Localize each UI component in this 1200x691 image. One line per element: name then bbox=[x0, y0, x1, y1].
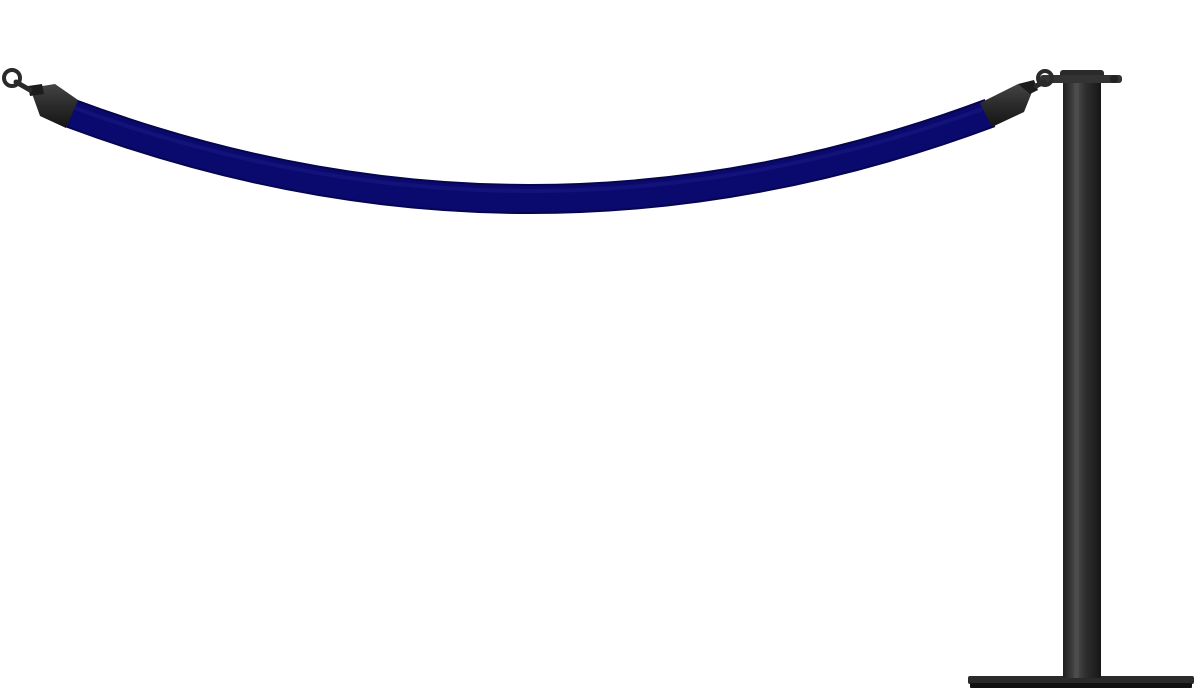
rope-end-right bbox=[980, 80, 1038, 127]
stanchion-post-icon bbox=[1063, 78, 1101, 678]
post-base bbox=[968, 676, 1194, 688]
snap-hook-right-icon bbox=[1033, 69, 1054, 89]
post-cap bbox=[1040, 70, 1122, 83]
snap-hook-left-icon bbox=[2, 68, 33, 93]
velvet-rope-icon bbox=[64, 98, 996, 214]
rope-end-left bbox=[28, 84, 78, 128]
